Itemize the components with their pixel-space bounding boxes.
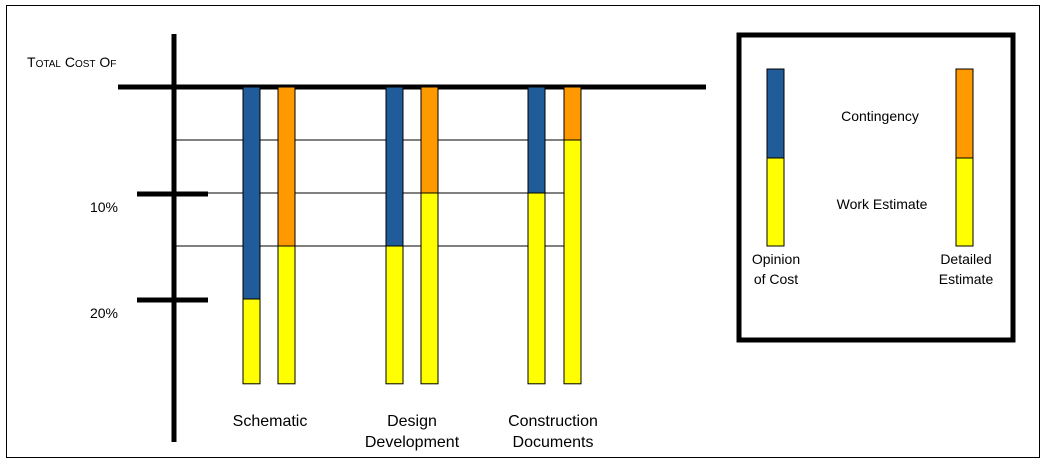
category-label-line2: Development — [365, 434, 460, 451]
legend-box — [736, 32, 1016, 343]
bar-work-estimate — [563, 139, 582, 385]
bar-contingency — [420, 86, 439, 194]
category-label-line1: Design — [387, 413, 437, 430]
legend: Contingency Work Estimate Opinion of Cos… — [736, 32, 1016, 343]
bar-work-estimate — [242, 298, 261, 385]
legend-opinion-label-line1: Opinion — [752, 251, 800, 267]
legend-opinion-contingency-swatch — [766, 68, 785, 159]
legend-detailed-label-line1: Detailed — [940, 251, 991, 267]
chart-title: TOTAL COST OF — [27, 54, 116, 70]
bars — [242, 86, 582, 385]
bar-contingency — [527, 86, 546, 194]
bar-contingency — [385, 86, 404, 247]
category-label-line2: Documents — [513, 434, 594, 451]
category-label-line1: Schematic — [233, 413, 308, 430]
legend-work-estimate-label: Work Estimate — [837, 196, 928, 212]
category-label-line1: Construction — [508, 413, 598, 430]
bar-contingency — [277, 86, 296, 247]
legend-detailed-work-swatch — [955, 157, 974, 247]
bar-work-estimate — [527, 192, 546, 385]
reference-lines — [174, 139, 570, 247]
legend-detailed-label-line2: Estimate — [939, 271, 994, 287]
legend-opinion-label-line2: of Cost — [754, 271, 798, 287]
legend-opinion-work-swatch — [766, 157, 785, 247]
y-tick-label: 10% — [90, 199, 118, 215]
y-axis-ticks: 10% 20% — [90, 191, 208, 321]
bar-work-estimate — [277, 245, 296, 385]
legend-contingency-label: Contingency — [841, 108, 919, 124]
bar-contingency — [242, 86, 261, 300]
bar-contingency — [563, 86, 582, 141]
category-labels: Schematic Design Development Construction Do… — [233, 413, 598, 451]
bar-work-estimate — [420, 192, 439, 385]
y-tick-label: 20% — [90, 305, 118, 321]
bar-work-estimate — [385, 245, 404, 385]
chart-frame — [6, 5, 1040, 458]
legend-detailed-contingency-swatch — [955, 68, 974, 159]
